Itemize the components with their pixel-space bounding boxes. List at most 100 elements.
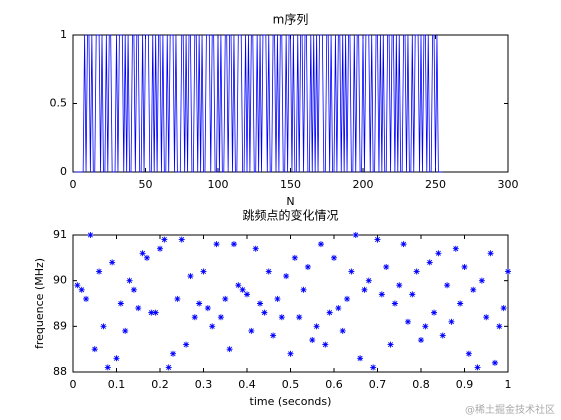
point (483, 314, 490, 321)
point (113, 355, 120, 362)
point (174, 295, 181, 302)
point (383, 263, 390, 270)
point (413, 268, 420, 275)
x-tick-label: 0.8 (412, 378, 430, 391)
point (191, 314, 198, 321)
point (470, 286, 477, 293)
x-tick-label: 250 (425, 178, 446, 191)
y-tick-label: 0.5 (50, 97, 68, 110)
point (109, 259, 116, 266)
point (226, 346, 233, 353)
x-tick-label: 0 (70, 378, 77, 391)
x-tick-label: 0 (70, 178, 77, 191)
y-axis-label: frequence (MHz) (33, 258, 46, 349)
point (287, 350, 294, 357)
point (418, 337, 424, 344)
point (161, 236, 168, 243)
point (478, 277, 485, 284)
point (304, 263, 311, 270)
point (357, 355, 364, 362)
point (361, 286, 368, 293)
y-tick-label: 0 (60, 165, 67, 178)
point (152, 309, 159, 316)
point (448, 318, 455, 325)
x-tick-label: 0.9 (456, 378, 474, 391)
x-tick-label: 50 (139, 178, 153, 191)
point (365, 277, 372, 284)
point (230, 241, 237, 248)
point (143, 254, 150, 261)
x-tick-label: 0.1 (108, 378, 126, 391)
x-tick-label: 0.6 (325, 378, 343, 391)
x-tick-label: 100 (208, 178, 229, 191)
point (335, 305, 342, 312)
y-tick-label: 91 (53, 228, 67, 241)
point (487, 250, 494, 257)
x-tick-label: 0.5 (282, 378, 300, 391)
chart-title: 跳频点的变化情况 (242, 208, 338, 223)
point (431, 309, 438, 316)
point (452, 245, 459, 252)
point (474, 364, 481, 371)
point (148, 309, 155, 316)
point (117, 300, 124, 307)
point (461, 263, 468, 270)
y-tick-label: 88 (53, 365, 67, 378)
point (291, 254, 298, 261)
point (126, 277, 133, 284)
point (78, 286, 85, 293)
line (74, 34, 443, 173)
y-tick-label: 1 (60, 28, 67, 41)
chart-title: m序列 (273, 12, 309, 27)
point (435, 250, 442, 257)
point (187, 273, 194, 280)
point (322, 341, 329, 348)
x-tick-label: 0.7 (369, 378, 387, 391)
point (170, 350, 177, 357)
point (278, 314, 285, 321)
point (217, 314, 224, 321)
point (326, 309, 333, 316)
point (391, 300, 398, 307)
point (196, 300, 203, 307)
point (244, 291, 250, 298)
point (139, 250, 146, 257)
point (348, 268, 355, 275)
point (91, 346, 98, 353)
point (331, 254, 337, 261)
point (74, 282, 81, 289)
point (465, 350, 472, 357)
point (409, 291, 416, 298)
x-tick-label: 200 (353, 178, 374, 191)
point (261, 309, 268, 316)
point (200, 268, 207, 275)
point (426, 259, 433, 266)
point (122, 327, 129, 334)
point (204, 305, 211, 312)
point (505, 268, 511, 275)
point (135, 305, 142, 312)
point (183, 341, 190, 348)
point (496, 323, 503, 330)
point (257, 300, 264, 307)
x-tick-label: 1 (505, 378, 512, 391)
y-tick-label: 90 (53, 274, 67, 287)
point (130, 286, 137, 293)
point (317, 241, 324, 248)
x-axis-label: N (286, 195, 294, 208)
point (157, 245, 163, 252)
point (296, 314, 303, 321)
point (378, 291, 385, 298)
point (370, 364, 377, 371)
point (209, 323, 216, 330)
point (313, 323, 320, 330)
point (83, 295, 90, 302)
point (344, 295, 351, 302)
point (300, 286, 307, 293)
point (283, 273, 290, 280)
y-tick-label: 89 (53, 319, 67, 332)
point (457, 300, 464, 307)
point (270, 332, 277, 339)
point (374, 236, 381, 243)
point (400, 241, 407, 248)
